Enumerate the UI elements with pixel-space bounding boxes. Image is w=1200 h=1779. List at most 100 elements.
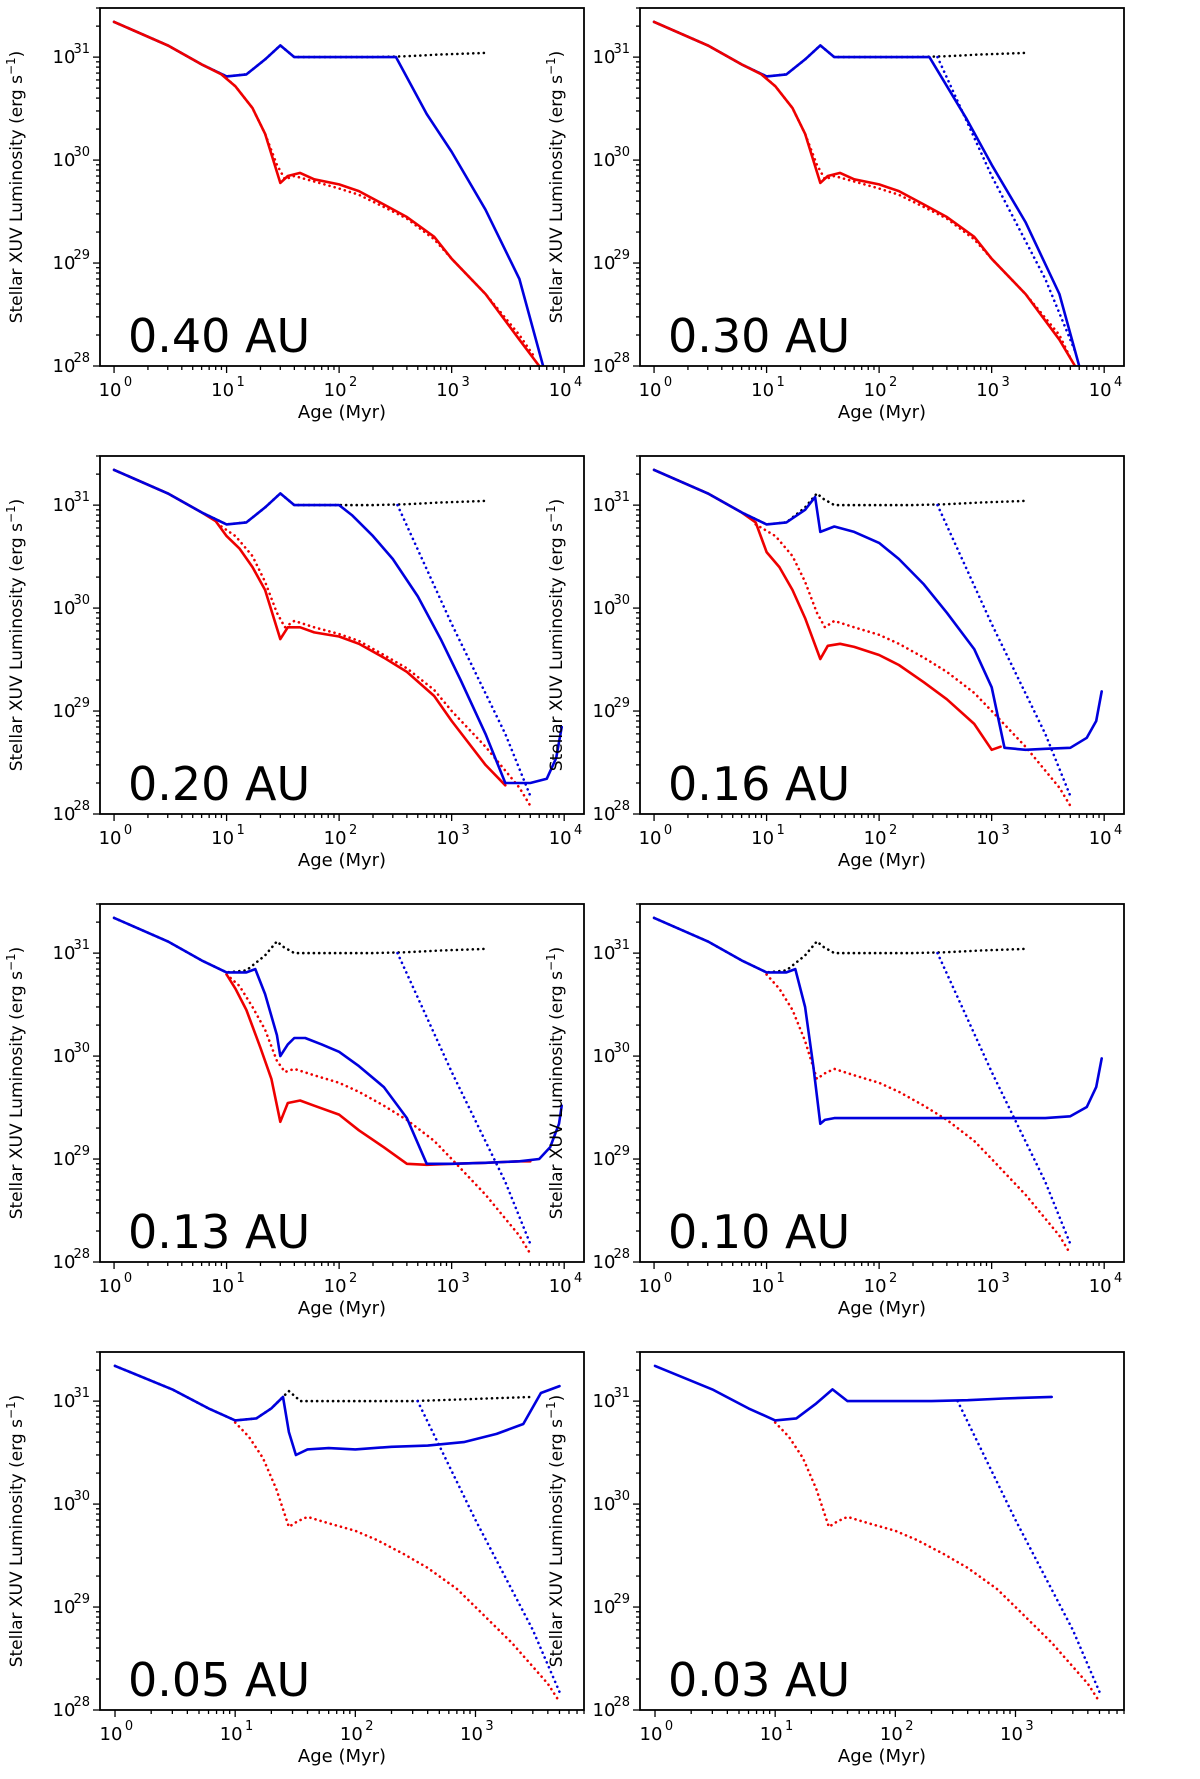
panel-distance-label: 0.16 AU <box>668 757 850 811</box>
x-tick-exponent: 2 <box>349 823 357 838</box>
x-tick-label: 10 <box>864 380 887 401</box>
y-tick-exponent: 31 <box>73 490 90 505</box>
black-dotted-series-line <box>652 20 1027 78</box>
red-dotted-series-line <box>225 973 532 1256</box>
x-tick-label: 10 <box>880 1724 903 1745</box>
x-tick-label: 10 <box>976 1276 999 1297</box>
x-tick-label: 10 <box>436 828 459 849</box>
red-solid-series-line <box>112 20 541 366</box>
y-axis-label: Stellar XUV Luminosity (erg s−1) <box>544 51 567 324</box>
x-tick-exponent: 2 <box>889 1271 897 1286</box>
x-tick-label: 10 <box>760 1724 783 1745</box>
y-axis-label: Stellar XUV Luminosity (erg s−1) <box>544 1395 567 1668</box>
x-tick-label: 10 <box>211 1276 234 1297</box>
red-solid-series-line <box>225 973 532 1167</box>
y-tick-exponent: 29 <box>613 1592 630 1607</box>
y-axis-label: Stellar XUV Luminosity (erg s−1) <box>544 499 567 772</box>
x-tick-exponent: 0 <box>664 823 672 838</box>
x-tick-exponent: 1 <box>776 1271 784 1286</box>
x-tick-exponent: 2 <box>889 823 897 838</box>
blue-solid-series-line <box>113 1364 561 1457</box>
y-tick-exponent: 30 <box>613 145 630 160</box>
y-tick-label: 10 <box>53 701 76 722</box>
panel-distance-label: 0.13 AU <box>128 1205 310 1259</box>
panel-distance-label: 0.10 AU <box>668 1205 850 1259</box>
red-dotted-series-line <box>765 77 1072 360</box>
x-tick-exponent: 0 <box>124 1271 132 1286</box>
y-tick-exponent: 29 <box>73 696 90 711</box>
x-tick-label: 10 <box>340 1724 363 1745</box>
y-tick-label: 10 <box>593 1252 616 1273</box>
y-tick-label: 10 <box>53 356 76 377</box>
axes-frame <box>99 1351 585 1711</box>
axes-frame <box>99 7 585 367</box>
blue-dotted-series-line <box>936 503 1072 798</box>
panel-distance-label: 0.03 AU <box>668 1653 850 1707</box>
x-tick-label: 10 <box>220 1724 243 1745</box>
y-tick-label: 10 <box>53 495 76 516</box>
x-tick-exponent: 4 <box>1114 1271 1122 1286</box>
red-dotted-series-line <box>773 1421 1101 1704</box>
x-tick-exponent: 2 <box>905 1719 913 1734</box>
x-tick-label: 10 <box>1089 1276 1112 1297</box>
y-tick-exponent: 30 <box>613 593 630 608</box>
y-axis-label: Stellar XUV Luminosity (erg s−1) <box>544 947 567 1220</box>
y-tick-label: 10 <box>53 804 76 825</box>
y-tick-exponent: 28 <box>73 1247 90 1262</box>
red-dotted-series-line <box>765 973 1072 1256</box>
x-axis-label: Age (Myr) <box>298 850 386 871</box>
x-tick-label: 10 <box>99 828 122 849</box>
x-tick-exponent: 4 <box>1114 823 1122 838</box>
x-axis-label: Age (Myr) <box>298 1298 386 1319</box>
x-tick-exponent: 2 <box>365 1719 373 1734</box>
y-tick-label: 10 <box>53 1494 76 1515</box>
x-tick-label: 10 <box>751 1276 774 1297</box>
y-tick-label: 10 <box>593 598 616 619</box>
x-tick-exponent: 4 <box>574 823 582 838</box>
x-tick-label: 10 <box>436 1276 459 1297</box>
x-tick-exponent: 3 <box>1002 1271 1010 1286</box>
y-tick-label: 10 <box>593 1597 616 1618</box>
y-tick-label: 10 <box>593 943 616 964</box>
x-tick-exponent: 3 <box>1002 375 1010 390</box>
x-tick-exponent: 1 <box>776 823 784 838</box>
black-dotted-series-line <box>112 916 487 974</box>
y-tick-exponent: 29 <box>613 696 630 711</box>
y-tick-label: 10 <box>593 253 616 274</box>
x-tick-exponent: 4 <box>574 375 582 390</box>
x-tick-label: 10 <box>640 1724 663 1745</box>
blue-solid-series-line <box>652 916 1103 1126</box>
axes-frame <box>99 455 585 815</box>
y-tick-exponent: 29 <box>73 1144 90 1159</box>
red-dotted-series-line <box>225 77 537 360</box>
blue-dotted-series-line <box>396 503 532 798</box>
y-tick-label: 10 <box>593 1494 616 1515</box>
x-tick-exponent: 3 <box>485 1719 493 1734</box>
y-tick-exponent: 29 <box>73 248 90 263</box>
x-tick-exponent: 1 <box>785 1719 793 1734</box>
y-tick-exponent: 31 <box>613 42 630 57</box>
y-tick-exponent: 30 <box>613 1489 630 1504</box>
x-tick-label: 10 <box>1089 828 1112 849</box>
y-tick-label: 10 <box>593 47 616 68</box>
x-axis-label: Age (Myr) <box>838 1746 926 1767</box>
y-tick-label: 10 <box>53 1252 76 1273</box>
y-tick-exponent: 28 <box>73 351 90 366</box>
y-axis-label: Stellar XUV Luminosity (erg s−1) <box>4 947 27 1220</box>
x-tick-exponent: 3 <box>462 1271 470 1286</box>
axes-frame <box>639 903 1125 1263</box>
x-tick-exponent: 0 <box>124 823 132 838</box>
x-tick-label: 10 <box>751 828 774 849</box>
x-tick-label: 10 <box>976 828 999 849</box>
x-tick-exponent: 2 <box>349 1271 357 1286</box>
y-tick-exponent: 31 <box>613 938 630 953</box>
y-tick-exponent: 29 <box>613 1144 630 1159</box>
